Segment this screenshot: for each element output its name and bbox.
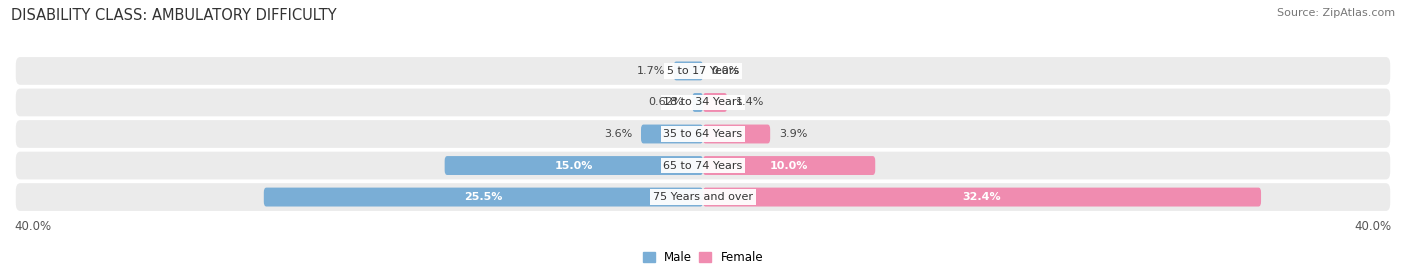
- Text: 75 Years and over: 75 Years and over: [652, 192, 754, 202]
- Text: 10.0%: 10.0%: [770, 161, 808, 170]
- Legend: Male, Female: Male, Female: [638, 246, 768, 268]
- FancyBboxPatch shape: [641, 125, 703, 143]
- Text: 1.4%: 1.4%: [735, 98, 763, 107]
- FancyBboxPatch shape: [15, 120, 1391, 148]
- Text: 0.62%: 0.62%: [648, 98, 683, 107]
- Text: 25.5%: 25.5%: [464, 192, 502, 202]
- FancyBboxPatch shape: [15, 152, 1391, 179]
- FancyBboxPatch shape: [444, 156, 703, 175]
- Text: 18 to 34 Years: 18 to 34 Years: [664, 98, 742, 107]
- Text: 5 to 17 Years: 5 to 17 Years: [666, 66, 740, 76]
- FancyBboxPatch shape: [15, 183, 1391, 211]
- FancyBboxPatch shape: [673, 61, 703, 80]
- FancyBboxPatch shape: [703, 125, 770, 143]
- Text: 65 to 74 Years: 65 to 74 Years: [664, 161, 742, 170]
- Text: Source: ZipAtlas.com: Source: ZipAtlas.com: [1277, 8, 1395, 18]
- FancyBboxPatch shape: [703, 156, 875, 175]
- FancyBboxPatch shape: [15, 89, 1391, 116]
- Text: 40.0%: 40.0%: [1355, 220, 1392, 233]
- Text: 0.0%: 0.0%: [711, 66, 740, 76]
- FancyBboxPatch shape: [15, 57, 1391, 85]
- Text: 3.9%: 3.9%: [779, 129, 807, 139]
- FancyBboxPatch shape: [703, 93, 727, 112]
- FancyBboxPatch shape: [703, 188, 1261, 207]
- Text: DISABILITY CLASS: AMBULATORY DIFFICULTY: DISABILITY CLASS: AMBULATORY DIFFICULTY: [11, 8, 337, 23]
- Text: 35 to 64 Years: 35 to 64 Years: [664, 129, 742, 139]
- Text: 1.7%: 1.7%: [637, 66, 665, 76]
- Text: 15.0%: 15.0%: [554, 161, 593, 170]
- FancyBboxPatch shape: [264, 188, 703, 207]
- Text: 3.6%: 3.6%: [605, 129, 633, 139]
- FancyBboxPatch shape: [692, 93, 703, 112]
- Text: 40.0%: 40.0%: [14, 220, 51, 233]
- Text: 32.4%: 32.4%: [963, 192, 1001, 202]
